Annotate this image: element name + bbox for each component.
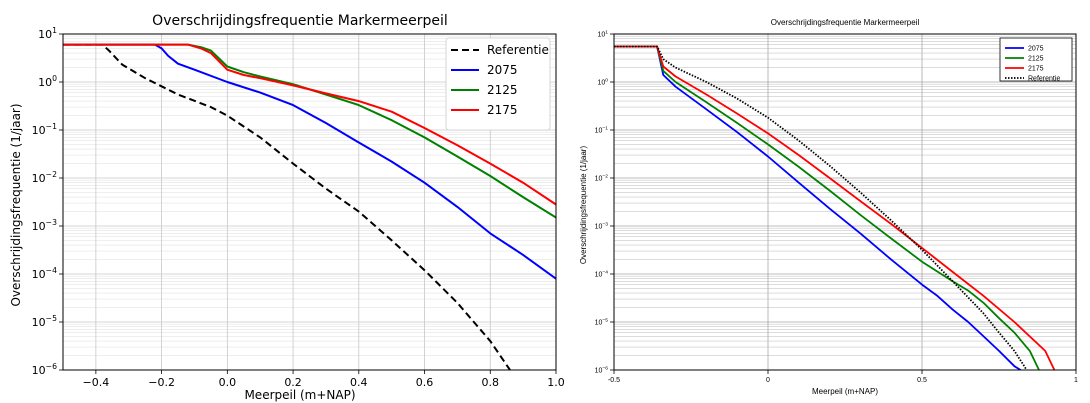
y-tick-label: 10−3 — [32, 218, 57, 233]
right-chart: Overschrijdingsfrequentie Markermeerpeil… — [579, 18, 1078, 396]
series-line-2125 — [614, 45, 1040, 370]
left-ticks: 101 100 10−1 10−2 10−3 10−4 10−5 10−6 −0.4 −0.2 0.… — [32, 26, 565, 389]
legend-box — [999, 37, 1073, 82]
y-tick-label: 10−4 — [32, 266, 57, 281]
x-tick-label: 1 — [1074, 377, 1078, 384]
y-tick-label: 10−1 — [595, 125, 609, 134]
left-chart: Overschrijdingsfrequentie Markermeerpeil… — [9, 13, 565, 402]
x-tick-label: 0.0 — [219, 376, 237, 389]
legend-label: 2075 — [1028, 45, 1044, 52]
legend-label: 2075 — [487, 63, 518, 77]
y-tick-label: 10−3 — [595, 221, 609, 230]
right-ticks: 101 100 10−1 10−2 10−3 10−4 10−5 10−6 -0.5 0 0.5 1 — [595, 29, 1078, 384]
y-tick-label: 10−2 — [595, 173, 609, 182]
series-line-referentie — [63, 43, 511, 370]
x-tick-label: 1.0 — [547, 376, 565, 389]
x-tick-label: −0.4 — [83, 376, 110, 389]
y-tick-label: 10−1 — [32, 122, 57, 137]
y-tick-label: 10−5 — [595, 317, 609, 326]
y-tick-label: 101 — [597, 29, 608, 38]
y-tick-label: 101 — [38, 26, 57, 41]
x-tick-label: -0.5 — [608, 377, 620, 384]
x-tick-label: 0.5 — [917, 377, 927, 384]
left-chart-title: Overschrijdingsfrequentie Markermeerpeil — [152, 13, 448, 29]
right-chart-title: Overschrijdingsfrequentie Markermeerpeil — [771, 18, 920, 27]
series-line-2075 — [63, 43, 556, 280]
x-tick-label: 0 — [766, 377, 770, 384]
legend-label: Referentie — [487, 43, 549, 57]
series-line-2175 — [63, 43, 556, 206]
left-legend: Referentie 2075 2125 2175 — [445, 37, 551, 131]
y-tick-label: 10−6 — [32, 362, 57, 377]
legend-label: Referentie — [1028, 75, 1060, 82]
y-tick-label: 10−2 — [32, 170, 57, 185]
legend-label: 2125 — [1028, 55, 1044, 62]
y-tick-label: 100 — [597, 77, 608, 86]
legend-label: 2125 — [487, 83, 518, 97]
legend-label: 2175 — [487, 103, 518, 117]
y-tick-label: 100 — [38, 74, 57, 89]
series-line-2175 — [614, 45, 1056, 370]
left-series — [63, 43, 556, 370]
left-plot-frame — [62, 33, 557, 371]
right-y-axis-label: Overschrijdingsfrequentie (1/jaar) — [579, 146, 588, 265]
x-tick-label: −0.2 — [148, 376, 175, 389]
y-tick-label: 10−4 — [595, 269, 609, 278]
series-line-2075 — [614, 45, 1022, 370]
x-tick-label: 0.6 — [416, 376, 434, 389]
legend-box — [445, 37, 551, 131]
legend-label: 2175 — [1028, 65, 1044, 72]
series-line-referentie — [614, 45, 1028, 370]
y-tick-label: 10−6 — [595, 365, 609, 374]
left-y-axis-label: Overschrijdingsfrequentie (1/jaar) — [9, 103, 23, 306]
x-tick-label: 0.2 — [284, 376, 302, 389]
right-legend: 2075 2125 2175 Referentie — [999, 37, 1073, 82]
x-tick-label: 0.8 — [482, 376, 500, 389]
right-x-axis-label: Meerpeil (m+NAP) — [812, 387, 878, 396]
left-x-axis-label: Meerpeil (m+NAP) — [244, 388, 355, 402]
right-series — [614, 45, 1056, 370]
y-tick-label: 10−5 — [32, 314, 57, 329]
x-tick-label: 0.4 — [350, 376, 368, 389]
right-plot-frame — [613, 33, 1077, 371]
